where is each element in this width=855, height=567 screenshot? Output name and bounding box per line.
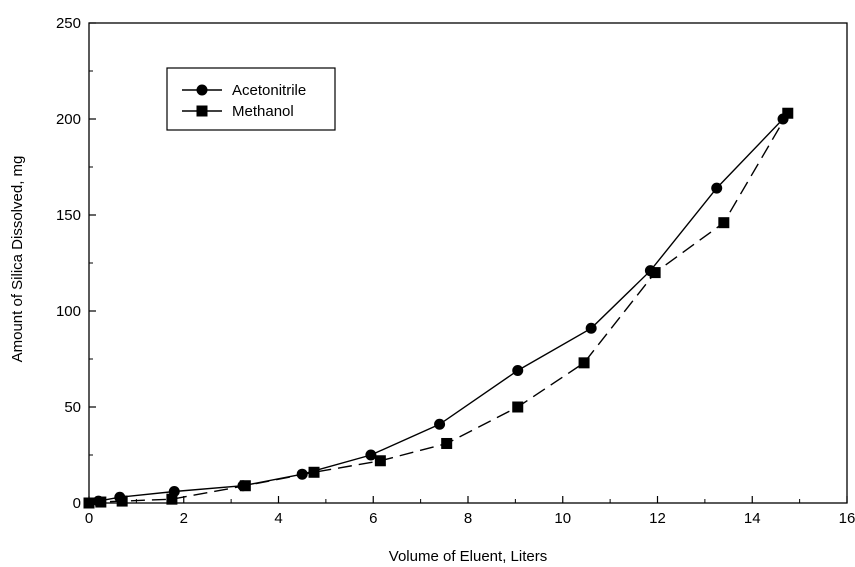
data-point-acetonitrile [585,322,597,334]
data-point-methanol [308,466,320,478]
x-tick-label: 4 [274,510,282,527]
data-point-methanol [578,357,590,369]
y-tick-label: 100 [56,303,81,320]
x-tick-label: 6 [369,510,377,527]
data-point-methanol [441,437,453,449]
y-tick-label: 200 [56,111,81,128]
data-point-methanol [116,495,128,507]
data-point-methanol [83,497,95,509]
x-tick-label: 14 [744,510,761,527]
series-line-acetonitrile [88,118,784,504]
data-point-acetonitrile [434,418,446,430]
x-tick-label: 10 [554,510,571,527]
x-tick-label: 0 [85,510,93,527]
y-tick-label: 0 [73,495,81,512]
legend-marker-methanol [196,105,208,117]
data-point-methanol [166,493,178,505]
series-layer [83,107,794,509]
legend: Acetonitrile Methanol [166,67,336,131]
y-axis: 0 50 100 150 200 250 [56,15,96,512]
series-line-methanol [88,112,789,504]
y-tick-label: 250 [56,15,81,32]
data-point-methanol [782,107,794,119]
data-point-methanol [512,401,524,413]
x-axis: 0 2 4 6 8 10 12 14 16 [85,496,855,527]
series-methanol [83,107,794,509]
data-point-methanol [718,217,730,229]
legend-label-acetonitrile: Acetonitrile [232,82,306,99]
data-point-methanol [95,496,107,508]
legend-label-methanol: Methanol [232,103,294,120]
x-axis-label: Volume of Eluent, Liters [389,548,547,565]
y-tick-label: 50 [64,399,81,416]
data-point-acetonitrile [711,182,723,194]
x-tick-label: 2 [180,510,188,527]
data-point-methanol [649,267,661,279]
y-tick-label: 150 [56,207,81,224]
series-acetonitrile [83,113,789,509]
y-axis-label: Amount of Silica Dissolved, mg [9,156,26,363]
legend-box [166,67,336,131]
x-tick-label: 16 [839,510,855,527]
data-point-methanol [374,455,386,467]
x-tick-label: 8 [464,510,472,527]
data-point-methanol [239,480,251,492]
legend-marker-acetonitrile [196,84,208,96]
x-tick-label: 12 [649,510,666,527]
data-point-acetonitrile [512,365,524,377]
data-point-acetonitrile [365,449,377,461]
